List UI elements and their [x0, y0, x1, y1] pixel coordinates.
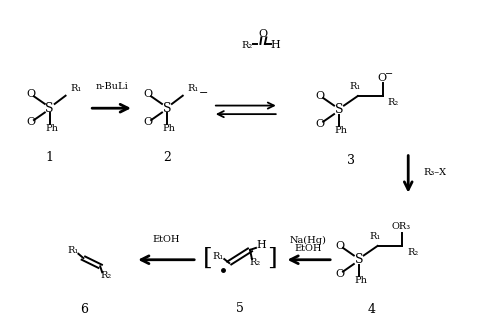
- Text: R₁: R₁: [370, 232, 380, 241]
- Text: O: O: [144, 117, 152, 127]
- Text: Ph: Ph: [46, 124, 58, 133]
- Text: Na(Hg): Na(Hg): [290, 236, 327, 245]
- Text: O: O: [336, 269, 344, 279]
- Text: R₂: R₂: [100, 271, 112, 280]
- Text: Ph: Ph: [162, 124, 175, 133]
- Text: S: S: [46, 102, 54, 115]
- Text: O: O: [336, 241, 344, 251]
- Text: EtOH: EtOH: [152, 236, 180, 245]
- Text: Ph: Ph: [354, 276, 367, 285]
- Text: 6: 6: [80, 303, 88, 316]
- Text: EtOH: EtOH: [294, 244, 322, 253]
- Text: H: H: [256, 240, 266, 250]
- Text: −: −: [386, 70, 394, 79]
- Text: O: O: [26, 117, 36, 127]
- Text: O: O: [377, 73, 386, 82]
- Text: 4: 4: [367, 303, 375, 316]
- Text: [: [: [203, 247, 213, 270]
- Text: O: O: [258, 29, 268, 39]
- Text: O: O: [316, 91, 325, 101]
- Text: R₁: R₁: [68, 246, 79, 255]
- Text: 2: 2: [163, 151, 171, 164]
- Text: OR₃: OR₃: [392, 222, 411, 231]
- Text: R₂: R₂: [250, 258, 260, 267]
- Text: R₂: R₂: [242, 41, 252, 50]
- Text: R₁: R₁: [188, 84, 199, 93]
- Text: Ph: Ph: [334, 126, 347, 135]
- Text: R₃–X: R₃–X: [424, 168, 447, 177]
- Text: ]: ]: [268, 247, 277, 270]
- Text: S: S: [354, 253, 363, 266]
- Text: 3: 3: [348, 154, 356, 168]
- Text: R₁: R₁: [70, 84, 82, 93]
- Text: R₁: R₁: [212, 252, 224, 261]
- Text: R₂: R₂: [388, 98, 398, 107]
- Text: O: O: [316, 119, 325, 129]
- Text: −: −: [198, 88, 208, 98]
- Text: S: S: [335, 103, 343, 116]
- Text: H: H: [271, 40, 280, 50]
- Text: n-BuLi: n-BuLi: [95, 82, 128, 91]
- Text: O: O: [144, 89, 152, 99]
- Text: O: O: [26, 89, 36, 99]
- Text: R₂: R₂: [407, 248, 418, 257]
- Text: R₁: R₁: [350, 82, 361, 91]
- Text: S: S: [162, 102, 171, 115]
- Text: 1: 1: [46, 151, 54, 164]
- Text: 5: 5: [236, 302, 244, 315]
